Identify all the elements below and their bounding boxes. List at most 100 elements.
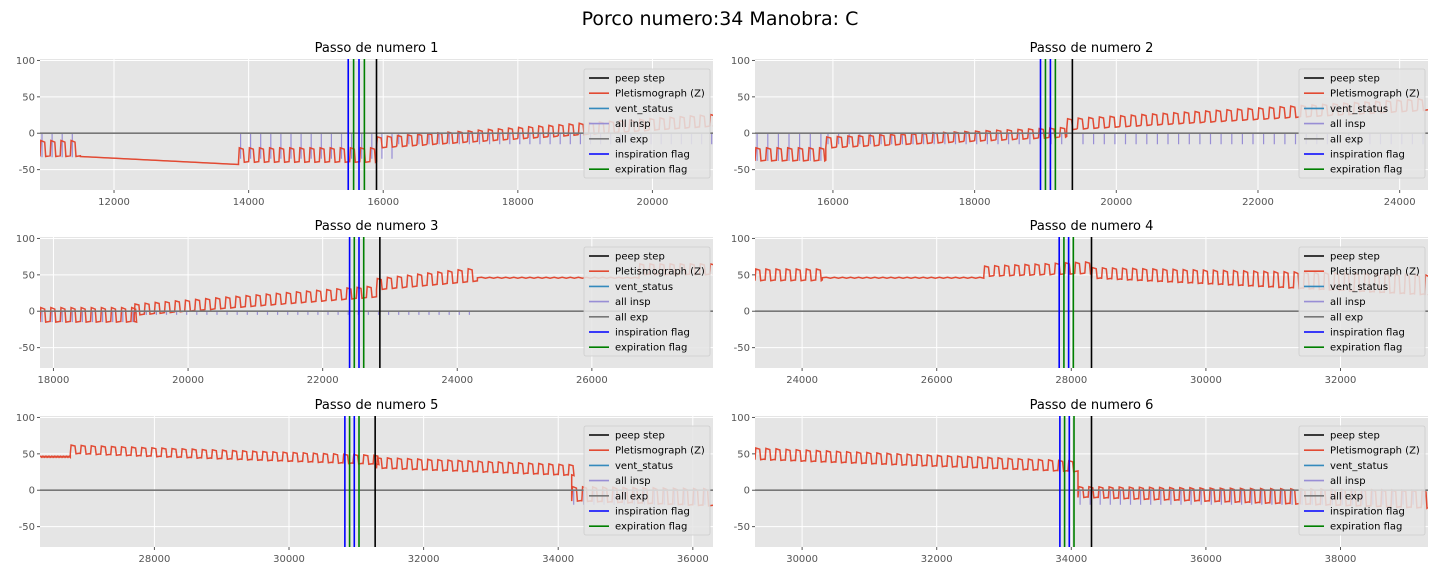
x-tick-label: 36000 <box>1190 554 1222 565</box>
y-tick-label: 100 <box>16 56 35 67</box>
y-tick-label: -50 <box>734 522 750 533</box>
legend-label: Pletismograph (Z) <box>615 446 705 457</box>
legend-label: vent_status <box>615 461 673 472</box>
y-tick-label: 100 <box>731 234 750 245</box>
y-tick-label: -50 <box>19 165 35 176</box>
y-tick-label: 0 <box>29 486 35 497</box>
legend-label: Pletismograph (Z) <box>615 267 705 278</box>
legend-label: all exp <box>1330 134 1363 145</box>
y-tick-label: -50 <box>19 343 35 354</box>
x-tick-label: 38000 <box>1325 554 1357 565</box>
legend-label: inspiration flag <box>1330 507 1405 518</box>
legend-label: vent_status <box>1330 461 1388 472</box>
x-tick-label: 22000 <box>307 375 339 386</box>
legend-label: peep step <box>615 74 665 85</box>
x-tick-label: 26000 <box>576 375 608 386</box>
legend-label: expiration flag <box>615 165 687 176</box>
y-tick-label: 50 <box>22 92 35 103</box>
legend-label: inspiration flag <box>615 507 690 518</box>
legend-label: peep step <box>615 252 665 263</box>
x-tick-label: 36000 <box>677 554 709 565</box>
legend-label: peep step <box>1330 252 1380 263</box>
legend-label: Pletismograph (Z) <box>1330 89 1420 100</box>
y-tick-label: 0 <box>744 486 750 497</box>
legend-label: inspiration flag <box>615 150 690 161</box>
x-tick-label: 32000 <box>921 554 953 565</box>
x-tick-label: 18000 <box>38 375 70 386</box>
y-tick-label: 100 <box>16 413 35 424</box>
legend-label: all exp <box>1330 491 1363 502</box>
legend-label: Pletismograph (Z) <box>1330 267 1420 278</box>
y-tick-label: 50 <box>737 270 750 281</box>
x-tick-label: 32000 <box>1325 375 1357 386</box>
legend-label: all exp <box>615 312 648 323</box>
y-tick-label: 50 <box>737 92 750 103</box>
x-tick-label: 20000 <box>172 375 204 386</box>
legend-label: expiration flag <box>1330 165 1402 176</box>
subplot-4: 24000 26000 28000 30000 32000 100 50 0 -50 Passo … <box>731 219 1428 386</box>
y-tick-label: 0 <box>29 307 35 318</box>
y-tick-label: 100 <box>731 413 750 424</box>
legend-box <box>583 246 711 357</box>
y-tick-label: 0 <box>744 307 750 318</box>
legend-label: all insp <box>1330 476 1366 487</box>
y-tick-label: -50 <box>19 522 35 533</box>
legend-label: vent_status <box>615 104 673 115</box>
y-tick-label: 100 <box>731 56 750 67</box>
x-tick-label: 16000 <box>817 197 849 208</box>
legend-label: expiration flag <box>1330 522 1402 533</box>
subplot-3: 18000 20000 22000 24000 26000 100 50 0 -50 Passo … <box>16 219 713 386</box>
legend-label: vent_status <box>1330 104 1388 115</box>
legend-label: Pletismograph (Z) <box>1330 446 1420 457</box>
y-tick-label: 50 <box>737 449 750 460</box>
x-tick-label: 24000 <box>441 375 473 386</box>
x-tick-label: 20000 <box>1100 197 1132 208</box>
y-tick-label: 50 <box>22 449 35 460</box>
legend-label: all exp <box>1330 312 1363 323</box>
x-tick-label: 30000 <box>786 554 818 565</box>
y-tick-label: -50 <box>734 343 750 354</box>
legend-box <box>1298 68 1426 179</box>
legend-label: expiration flag <box>615 343 687 354</box>
legend-label: peep step <box>1330 74 1380 85</box>
legend-box <box>583 68 711 179</box>
legend-label: all exp <box>615 491 648 502</box>
x-tick-label: 14000 <box>233 197 265 208</box>
subplot-title: Passo de numero 5 <box>315 398 439 413</box>
y-tick-label: -50 <box>734 165 750 176</box>
legend-label: all exp <box>615 134 648 145</box>
x-tick-label: 24000 <box>786 375 818 386</box>
legend-box <box>1298 425 1426 536</box>
x-tick-label: 28000 <box>139 554 171 565</box>
x-tick-label: 12000 <box>98 197 130 208</box>
y-tick-label: 100 <box>16 234 35 245</box>
subplot-title: Passo de numero 4 <box>1030 219 1154 234</box>
legend-label: all insp <box>1330 119 1366 130</box>
x-tick-label: 34000 <box>1055 554 1087 565</box>
x-tick-label: 24000 <box>1384 197 1416 208</box>
legend-label: peep step <box>1330 431 1380 442</box>
subplot-1: 12000 14000 16000 18000 20000 100 50 0 -50 Passo … <box>16 41 713 208</box>
legend-label: all insp <box>1330 297 1366 308</box>
x-tick-label: 32000 <box>408 554 440 565</box>
subplot-title: Passo de numero 2 <box>1030 41 1154 56</box>
legend-label: inspiration flag <box>1330 328 1405 339</box>
legend-box <box>583 425 711 536</box>
x-tick-label: 30000 <box>273 554 305 565</box>
legend-label: vent_status <box>1330 282 1388 293</box>
legend-label: vent_status <box>615 282 673 293</box>
subplot-2: 16000 18000 20000 22000 24000 100 50 0 -50 Passo … <box>731 41 1428 208</box>
y-tick-label: 50 <box>22 270 35 281</box>
x-tick-label: 22000 <box>1242 197 1274 208</box>
x-tick-label: 16000 <box>367 197 399 208</box>
figure-title: Porco numero:34 Manobra: C <box>581 8 859 30</box>
legend-label: Pletismograph (Z) <box>615 89 705 100</box>
subplot-title: Passo de numero 3 <box>315 219 439 234</box>
x-tick-label: 28000 <box>1055 375 1087 386</box>
legend-box <box>1298 246 1426 357</box>
legend-label: inspiration flag <box>615 328 690 339</box>
x-tick-label: 18000 <box>502 197 534 208</box>
legend-label: all insp <box>615 297 651 308</box>
legend-label: inspiration flag <box>1330 150 1405 161</box>
